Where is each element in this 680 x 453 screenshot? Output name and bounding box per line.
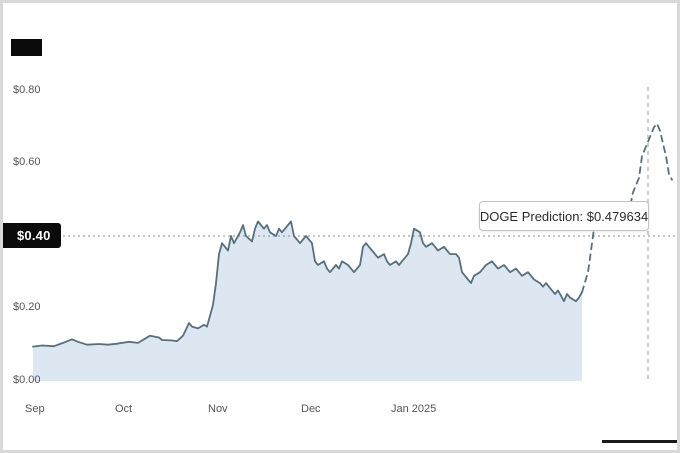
y-axis-label-080: $0.80 [13,83,41,96]
y-axis-label-020: $0.20 [13,301,41,314]
prediction-line [581,122,673,294]
x-axis-label-jan2025: Jan 2025 [391,403,437,415]
chart-plot-area[interactable] [3,3,680,453]
y-axis-highlight-badge: $0.40 [3,222,61,248]
bottom-scroll-indicator [602,440,677,443]
x-axis-label-sep: Sep [25,403,45,415]
y-axis-label-060: $0.60 [13,156,41,169]
x-axis-label-nov: Nov [208,403,228,415]
price-area [33,221,582,381]
y-axis-label-000: $0.00 [13,374,41,386]
top-left-marker [11,39,42,56]
prediction-tooltip: DOGE Prediction: $0.479634 [479,201,649,231]
price-line [32,220,583,348]
x-axis-label-dec: Dec [301,403,321,415]
x-axis-label-oct: Oct [115,403,133,415]
